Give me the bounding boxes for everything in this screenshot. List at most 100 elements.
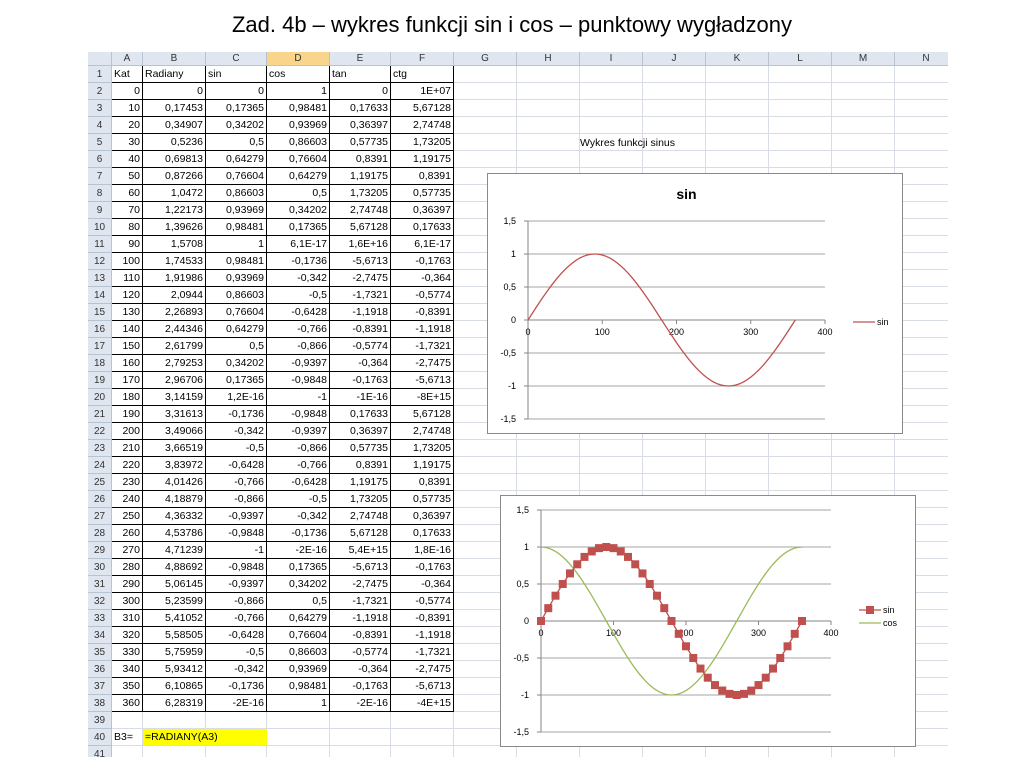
table-cell[interactable]: 290 bbox=[112, 576, 143, 593]
table-cell[interactable]: 1,73205 bbox=[330, 491, 391, 508]
row-header[interactable]: 33 bbox=[88, 610, 112, 627]
sin-chart[interactable]: sin 1,5 1 0,5 0 -0,5 -1 -1,5 0 100 200 300 400 sin bbox=[487, 173, 903, 434]
table-cell[interactable]: 0,76604 bbox=[206, 168, 267, 185]
cell[interactable] bbox=[895, 508, 948, 525]
cell[interactable] bbox=[580, 83, 643, 100]
table-cell[interactable]: 0,87266 bbox=[143, 168, 206, 185]
table-cell[interactable]: 120 bbox=[112, 287, 143, 304]
cell[interactable] bbox=[706, 474, 769, 491]
cell[interactable] bbox=[895, 712, 948, 729]
table-cell[interactable]: -0,9397 bbox=[267, 355, 330, 372]
cell[interactable] bbox=[895, 440, 948, 457]
table-cell[interactable]: 0,93969 bbox=[206, 202, 267, 219]
table-cell[interactable]: -1,7321 bbox=[391, 644, 454, 661]
table-cell[interactable]: 0,64279 bbox=[206, 151, 267, 168]
table-cell[interactable]: 0,86603 bbox=[206, 287, 267, 304]
cell[interactable] bbox=[832, 440, 895, 457]
cell[interactable] bbox=[643, 440, 706, 457]
cell[interactable] bbox=[643, 83, 706, 100]
row-header[interactable]: 31 bbox=[88, 576, 112, 593]
row-header[interactable]: 30 bbox=[88, 559, 112, 576]
cell[interactable] bbox=[454, 134, 517, 151]
row-header[interactable]: 38 bbox=[88, 695, 112, 712]
table-cell[interactable]: 0,57735 bbox=[391, 491, 454, 508]
column-header-i[interactable]: I bbox=[580, 52, 643, 66]
table-cell[interactable]: 1 bbox=[267, 83, 330, 100]
column-header-g[interactable]: G bbox=[454, 52, 517, 66]
cell[interactable] bbox=[517, 151, 580, 168]
cell[interactable] bbox=[895, 338, 948, 355]
table-cell[interactable]: 1,73205 bbox=[330, 185, 391, 202]
cell[interactable] bbox=[580, 457, 643, 474]
table-cell[interactable]: -0,364 bbox=[330, 661, 391, 678]
row-header[interactable]: 14 bbox=[88, 287, 112, 304]
table-cell[interactable]: 0,8391 bbox=[391, 474, 454, 491]
row-header[interactable]: 24 bbox=[88, 457, 112, 474]
table-cell[interactable]: -1,1918 bbox=[391, 321, 454, 338]
table-cell[interactable]: 1,91986 bbox=[143, 270, 206, 287]
column-header-c[interactable]: C bbox=[206, 52, 267, 66]
table-cell[interactable]: 0,8391 bbox=[330, 151, 391, 168]
row-header[interactable]: 7 bbox=[88, 168, 112, 185]
table-cell[interactable]: -0,1736 bbox=[267, 525, 330, 542]
row-header[interactable]: 27 bbox=[88, 508, 112, 525]
cell[interactable] bbox=[454, 83, 517, 100]
cell[interactable] bbox=[895, 185, 948, 202]
cell[interactable] bbox=[330, 729, 391, 746]
table-cell[interactable]: -2,7475 bbox=[330, 576, 391, 593]
row-header[interactable]: 37 bbox=[88, 678, 112, 695]
column-header-h[interactable]: H bbox=[517, 52, 580, 66]
cell[interactable] bbox=[454, 474, 517, 491]
cell[interactable] bbox=[895, 219, 948, 236]
table-cell[interactable]: -0,5774 bbox=[391, 593, 454, 610]
table-cell[interactable]: 230 bbox=[112, 474, 143, 491]
cell[interactable] bbox=[206, 746, 267, 757]
row-header[interactable]: 18 bbox=[88, 355, 112, 372]
table-cell[interactable]: 1,39626 bbox=[143, 219, 206, 236]
cell[interactable] bbox=[643, 66, 706, 83]
row-header[interactable]: 23 bbox=[88, 440, 112, 457]
cell[interactable] bbox=[643, 134, 706, 151]
column-header-e[interactable]: E bbox=[330, 52, 391, 66]
table-cell[interactable]: 270 bbox=[112, 542, 143, 559]
table-cell[interactable]: 0,17365 bbox=[267, 559, 330, 576]
table-cell[interactable]: -0,8391 bbox=[330, 627, 391, 644]
cell[interactable] bbox=[895, 270, 948, 287]
cell[interactable] bbox=[895, 423, 948, 440]
table-cell[interactable]: 3,31613 bbox=[143, 406, 206, 423]
cell[interactable] bbox=[517, 117, 580, 134]
table-cell[interactable]: 340 bbox=[112, 661, 143, 678]
table-cell[interactable]: -0,5774 bbox=[330, 644, 391, 661]
cell[interactable] bbox=[517, 83, 580, 100]
table-cell[interactable]: 2,0944 bbox=[143, 287, 206, 304]
row-header[interactable]: 29 bbox=[88, 542, 112, 559]
row-header[interactable]: 35 bbox=[88, 644, 112, 661]
column-header-j[interactable]: J bbox=[643, 52, 706, 66]
table-cell[interactable]: 1 bbox=[206, 236, 267, 253]
cell[interactable] bbox=[643, 151, 706, 168]
cell[interactable] bbox=[454, 117, 517, 134]
table-cell[interactable]: 10 bbox=[112, 100, 143, 117]
table-cell[interactable]: 0,8391 bbox=[330, 457, 391, 474]
cell[interactable] bbox=[769, 134, 832, 151]
table-cell[interactable]: -0,342 bbox=[206, 423, 267, 440]
cell[interactable] bbox=[706, 440, 769, 457]
table-cell[interactable]: 5,67128 bbox=[391, 100, 454, 117]
table-cell[interactable]: 0,86603 bbox=[267, 644, 330, 661]
column-header-k[interactable]: K bbox=[706, 52, 769, 66]
row-header[interactable]: 39 bbox=[88, 712, 112, 729]
cell[interactable] bbox=[454, 66, 517, 83]
cell[interactable] bbox=[517, 457, 580, 474]
table-header-cell[interactable]: tan bbox=[330, 66, 391, 83]
table-cell[interactable]: 80 bbox=[112, 219, 143, 236]
cell[interactable] bbox=[580, 746, 643, 757]
cell[interactable] bbox=[895, 474, 948, 491]
cell[interactable] bbox=[706, 151, 769, 168]
row-header[interactable]: 4 bbox=[88, 117, 112, 134]
cell[interactable] bbox=[895, 729, 948, 746]
table-cell[interactable]: 0,86603 bbox=[267, 134, 330, 151]
cell[interactable] bbox=[895, 389, 948, 406]
column-header-a[interactable]: A bbox=[112, 52, 143, 66]
table-cell[interactable]: 0,17365 bbox=[206, 100, 267, 117]
table-cell[interactable]: 3,14159 bbox=[143, 389, 206, 406]
